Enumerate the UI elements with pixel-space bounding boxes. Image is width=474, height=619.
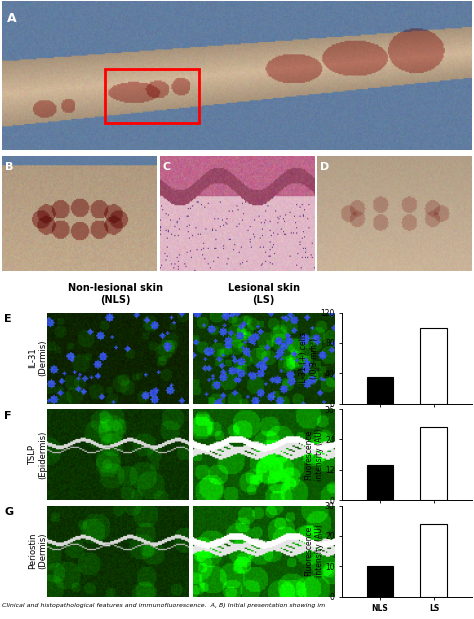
Bar <box>366 465 393 500</box>
Text: Clinical and histopathological features and immunofluorescence.  A, B) Initial p: Clinical and histopathological features … <box>2 602 326 607</box>
Bar <box>366 377 393 404</box>
Text: Periostin
(Dermis): Periostin (Dermis) <box>28 533 47 569</box>
Text: B: B <box>5 162 13 171</box>
Text: IL-31
(Dermis): IL-31 (Dermis) <box>28 340 47 376</box>
Bar <box>420 427 447 500</box>
Y-axis label: Fluorescence
intensity (AU): Fluorescence intensity (AU) <box>304 525 324 578</box>
Text: F: F <box>4 411 12 421</box>
Bar <box>366 566 393 597</box>
Y-axis label: IL-31 (+) cells
(/0.3 mm²): IL-31 (+) cells (/0.3 mm²) <box>300 332 319 385</box>
Text: TSLP
(Epidermis): TSLP (Epidermis) <box>28 430 47 478</box>
Text: G: G <box>4 508 13 517</box>
Text: D: D <box>320 162 329 171</box>
Bar <box>420 328 447 404</box>
Text: Lesional skin
(LS): Lesional skin (LS) <box>228 284 300 305</box>
Bar <box>106 69 200 123</box>
Text: Non-lesional skin
(NLS): Non-lesional skin (NLS) <box>68 284 163 305</box>
Text: E: E <box>4 314 12 324</box>
Text: A: A <box>7 12 16 25</box>
Y-axis label: Fluorescence
intensity (AU): Fluorescence intensity (AU) <box>304 428 324 481</box>
Bar <box>420 524 447 597</box>
Text: C: C <box>163 162 171 171</box>
